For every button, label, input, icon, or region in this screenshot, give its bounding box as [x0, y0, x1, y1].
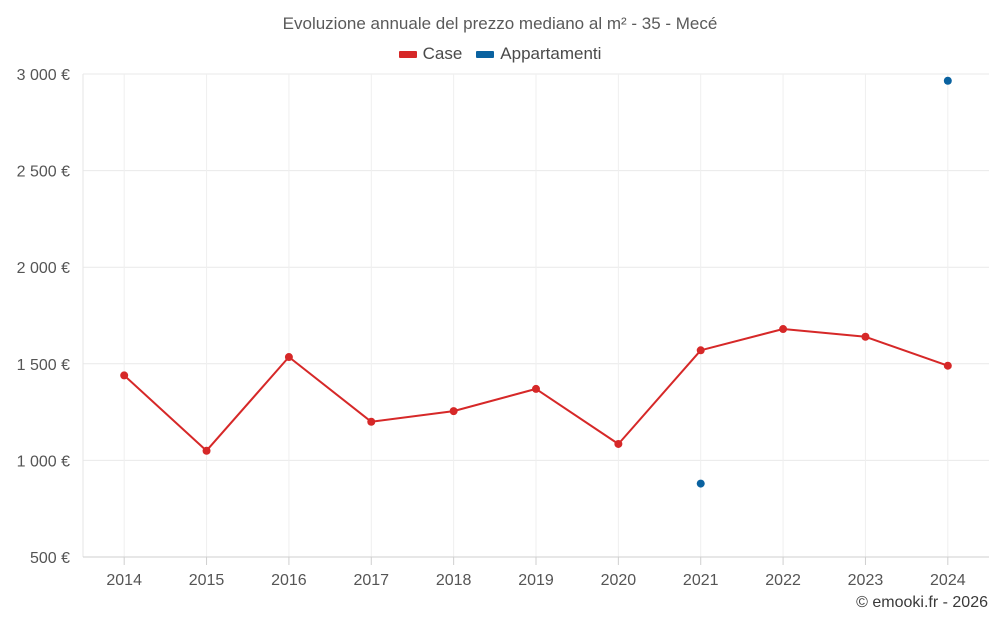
- data-point-case-2014: [120, 371, 129, 380]
- y-tick-label: 500 €: [30, 550, 70, 567]
- legend-label-appartamenti: Appartamenti: [500, 44, 602, 63]
- x-tick-label: 2019: [518, 572, 554, 589]
- x-tick-label: 2024: [930, 572, 966, 589]
- data-point-case-2020: [614, 439, 623, 448]
- data-point-case-2023: [861, 332, 870, 341]
- x-tick-label: 2020: [601, 572, 637, 589]
- legend-swatch-appartamenti: [476, 50, 495, 58]
- data-point-appartamenti-2024: [943, 76, 952, 85]
- legend-swatch-case: [398, 50, 417, 58]
- y-tick-label: 2 000 €: [17, 260, 70, 277]
- data-point-case-2017: [367, 417, 376, 426]
- x-tick-label: 2017: [353, 572, 389, 589]
- x-tick-label: 2022: [765, 572, 801, 589]
- data-point-case-2015: [202, 446, 211, 455]
- x-tick-label: 2016: [271, 572, 307, 589]
- y-tick-label: 3 000 €: [17, 67, 70, 84]
- y-tick-label: 1 500 €: [17, 357, 70, 374]
- data-point-case-2016: [284, 353, 293, 362]
- data-point-case-2021: [696, 346, 705, 355]
- data-point-case-2019: [532, 384, 540, 393]
- x-tick-label: 2014: [106, 572, 142, 589]
- y-tick-label: 1 000 €: [17, 453, 70, 470]
- data-point-case-2022: [779, 325, 788, 334]
- data-point-case-2018: [449, 407, 458, 416]
- chart-title: Evoluzione annuale del prezzo mediano al…: [282, 14, 718, 33]
- x-tick-label: 2015: [189, 572, 225, 589]
- legend-item-appartamenti[interactable]: Appartamenti: [476, 44, 601, 64]
- y-tick-label: 2 500 €: [17, 164, 70, 181]
- chart-legend: Case Appartamenti: [0, 44, 1000, 64]
- x-tick-label: 2021: [683, 572, 719, 589]
- legend-label-case: Case: [422, 44, 463, 63]
- x-tick-label: 2018: [436, 572, 472, 589]
- data-point-appartamenti-2021: [696, 479, 705, 488]
- data-point-case-2024: [943, 361, 952, 370]
- x-tick-label: 2023: [848, 572, 884, 589]
- legend-item-case[interactable]: Case: [398, 44, 463, 64]
- copyright-footer: © emooki.fr - 2026: [856, 594, 988, 611]
